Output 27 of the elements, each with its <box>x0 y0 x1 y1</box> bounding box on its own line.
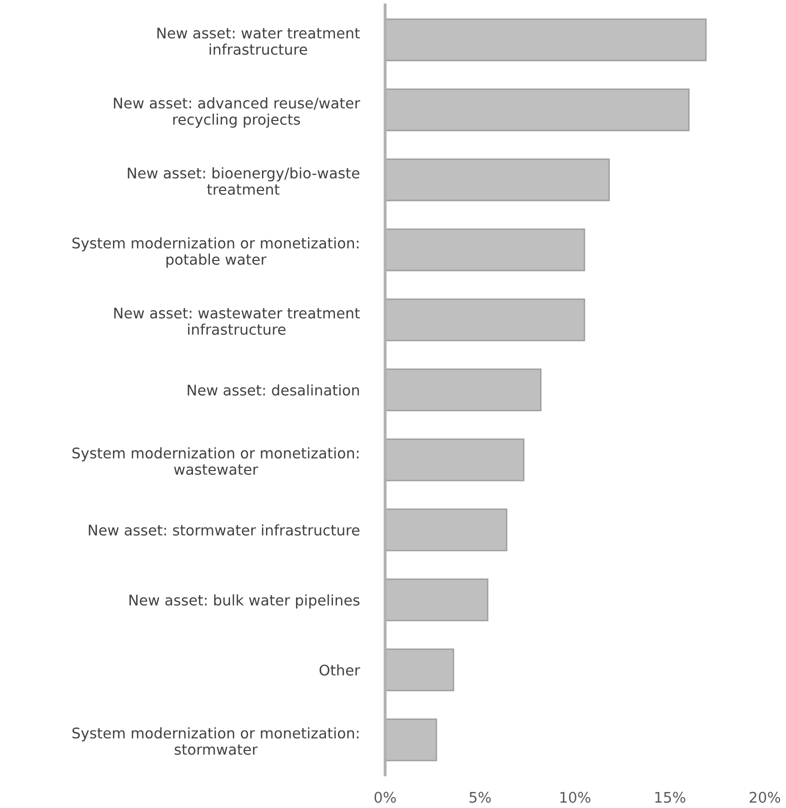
x-tick-label: 5% <box>470 792 491 803</box>
bar <box>385 578 488 622</box>
y-tick-label: New asset: advanced reuse/water recycling projects <box>114 97 360 128</box>
x-tick-label: 20% <box>750 792 780 803</box>
y-tick-label: New asset: bioenergy/bio-waste treatment <box>128 167 360 195</box>
bar <box>385 88 690 132</box>
y-tick-label: New asset: stormwater infrastructure <box>88 524 360 536</box>
y-tick-label: New asset: desalination <box>188 384 359 396</box>
y-tick-label: System modernization or monetization: stormwater <box>72 727 358 755</box>
y-tick-label: Other <box>320 664 360 676</box>
y-tick-label: System modernization or monetization: potable water <box>72 237 358 268</box>
y-tick-label: New asset: bulk water pipelines <box>129 594 360 608</box>
bar <box>385 508 508 552</box>
x-tick-label: 15% <box>655 792 686 803</box>
x-tick-label: 0% <box>374 792 396 803</box>
bar <box>385 298 586 342</box>
y-tick-label: New asset: wastewater treatment infrastructure <box>114 308 360 335</box>
bar <box>385 648 454 692</box>
y-tick-label: System modernization or monetization: wastewater <box>72 447 358 475</box>
x-tick-label: 10% <box>560 792 590 803</box>
bar <box>385 18 707 62</box>
bar <box>385 438 524 482</box>
bar <box>385 228 586 272</box>
bar <box>385 158 610 202</box>
y-tick-label: New asset: water treatment infrastructure <box>157 28 360 55</box>
bar <box>385 368 542 412</box>
bar <box>385 718 438 762</box>
